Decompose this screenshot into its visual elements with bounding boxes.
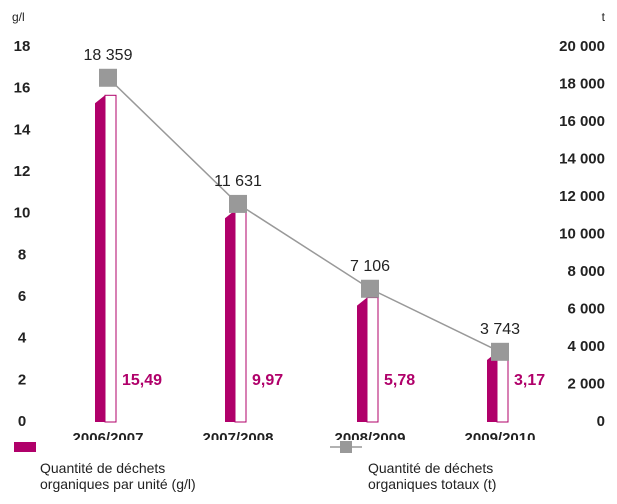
line	[107, 77, 501, 353]
y-tick-label: 0	[18, 413, 26, 430]
line-value-label: 7 106	[350, 258, 390, 275]
x-tick-label: 2007/2008	[203, 430, 274, 440]
y-tick-label: 12	[14, 163, 31, 180]
y2-axis-label: t	[602, 10, 606, 24]
y-tick-label: 2	[18, 371, 26, 388]
y2-tick-label: 10 000	[559, 225, 605, 242]
bar-value-label: 15,49	[122, 372, 162, 389]
line-value-label: 3 743	[480, 321, 520, 338]
y2-tick-label: 4 000	[567, 338, 605, 355]
y-axis-label: g/l	[12, 10, 25, 24]
bar-value-label: 3,17	[514, 372, 545, 389]
y2-tick-label: 18 000	[559, 75, 605, 92]
y-tick-label: 18	[14, 38, 31, 55]
y2-tick-label: 2 000	[567, 375, 605, 392]
y-tick-label: 6	[18, 288, 26, 305]
y-tick-label: 10	[14, 205, 31, 222]
x-tick-label: 2008/2009	[335, 430, 406, 440]
bar-side	[104, 94, 117, 423]
y-tick-label: 4	[18, 330, 27, 347]
line-value-label: 18 359	[84, 47, 133, 64]
line-marker	[229, 194, 247, 213]
x-tick-label: 2009/2010	[465, 430, 536, 440]
plot: g/l t 0 2 4 6 8 10 12 14 16 18 0 2 000 4 000 6 000 8 0…	[12, 10, 606, 447]
bar	[95, 95, 105, 423]
bar-side	[496, 351, 509, 423]
y2-tick-label: 16 000	[559, 113, 605, 130]
bar	[225, 210, 235, 422]
y2-tick-label: 0	[597, 413, 605, 430]
y2-tick-label: 8 000	[567, 263, 605, 280]
line-marker	[99, 68, 117, 87]
y2-tick-label: 6 000	[567, 300, 605, 317]
y2-tick-label: 14 000	[559, 150, 605, 167]
x-tick-label: 2006/2007	[73, 430, 144, 440]
bar-value-label: 5,78	[384, 372, 415, 389]
y2-tick-label: 12 000	[559, 188, 605, 205]
line-value-label: 11 631	[214, 173, 262, 190]
bar-value-label: 9,97	[252, 372, 283, 389]
legend-bar: Quantité de déchets organiques par unité…	[40, 460, 196, 492]
line-marker	[491, 342, 509, 361]
legend-swatch	[14, 442, 36, 452]
y-tick-label: 8	[18, 246, 26, 263]
legend-marker	[340, 441, 352, 453]
legend-line: Quantité de déchets organiques totaux (t…	[368, 460, 497, 492]
y-tick-label: 14	[14, 121, 31, 138]
bar	[487, 351, 497, 422]
bar-side	[234, 209, 247, 423]
y-tick-label: 16	[14, 80, 31, 97]
bar-side	[366, 297, 379, 423]
y2-tick-label: 20 000	[559, 38, 605, 55]
line-marker	[361, 279, 379, 298]
bar	[357, 297, 367, 422]
